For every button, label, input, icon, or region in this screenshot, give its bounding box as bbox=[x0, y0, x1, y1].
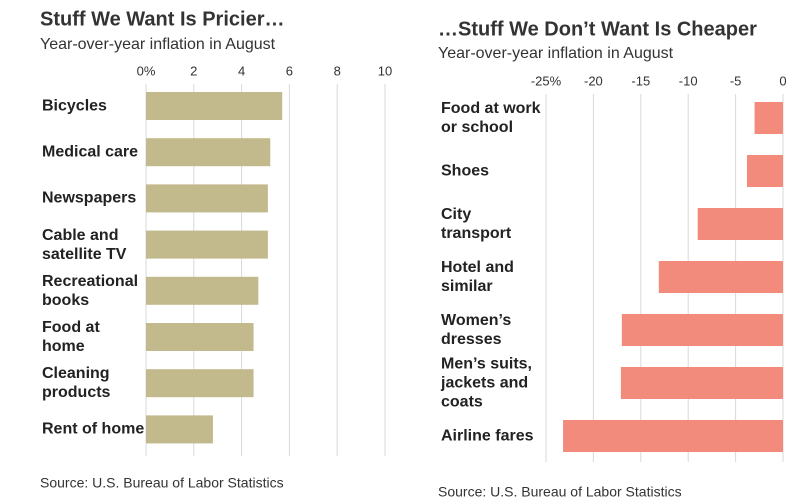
bar bbox=[146, 184, 268, 213]
category-label: Recreational books bbox=[42, 272, 139, 309]
category-label: Bicycles bbox=[42, 97, 107, 115]
source: Source: U.S. Bureau of Labor Statistics bbox=[40, 475, 284, 491]
category-label: Hotel and similar bbox=[441, 259, 514, 295]
bar bbox=[146, 369, 254, 398]
bar bbox=[146, 276, 259, 305]
x-tick-label: 2 bbox=[190, 63, 197, 78]
category-label: Newspapers bbox=[42, 189, 137, 207]
chart-title: Stuff We Want Is Pricier… bbox=[40, 8, 284, 30]
x-tick-label: -25% bbox=[531, 73, 562, 88]
category-label: Cable and satellite TV bbox=[42, 226, 127, 263]
bar bbox=[658, 261, 783, 293]
x-tick-label: -20 bbox=[584, 73, 603, 88]
bar bbox=[146, 415, 213, 444]
chart-title: …Stuff We Don’t Want Is Cheaper bbox=[438, 18, 757, 40]
source: Source: U.S. Bureau of Labor Statistics bbox=[438, 484, 682, 500]
category-label: Food at work or school bbox=[441, 100, 541, 136]
bar bbox=[146, 323, 254, 351]
bar bbox=[746, 155, 783, 187]
bar bbox=[146, 92, 283, 120]
x-tick-label: 8 bbox=[334, 63, 341, 78]
bar bbox=[146, 230, 268, 259]
category-label: City transport bbox=[441, 206, 512, 242]
x-tick-label: -15 bbox=[631, 73, 650, 88]
category-label: Medical care bbox=[42, 143, 139, 161]
category-label: Airline fares bbox=[441, 427, 534, 445]
category-label: Men’s suits, jackets and coats bbox=[441, 355, 532, 411]
bar bbox=[146, 138, 271, 167]
x-tick-label: 0% bbox=[137, 63, 156, 78]
x-tick-label: 0 bbox=[779, 73, 786, 88]
bar bbox=[563, 420, 783, 452]
category-label: Shoes bbox=[441, 162, 490, 180]
x-tick-label: -5 bbox=[730, 73, 742, 88]
x-tick-label: 4 bbox=[238, 63, 245, 78]
bar bbox=[621, 314, 783, 346]
category-label: Rent of home bbox=[42, 420, 145, 438]
bar bbox=[620, 367, 783, 399]
category-label: Women’s dresses bbox=[441, 312, 512, 348]
bar bbox=[754, 102, 783, 134]
x-tick-label: 10 bbox=[378, 63, 392, 78]
chart-subtitle: Year-over-year inflation in August bbox=[40, 36, 276, 53]
category-label: Food at home bbox=[42, 319, 100, 355]
chart-subtitle: Year-over-year inflation in August bbox=[438, 45, 674, 62]
category-label: Cleaning products bbox=[42, 365, 111, 402]
bar bbox=[697, 208, 783, 240]
x-tick-label: -10 bbox=[679, 73, 698, 88]
x-tick-label: 6 bbox=[286, 63, 293, 78]
